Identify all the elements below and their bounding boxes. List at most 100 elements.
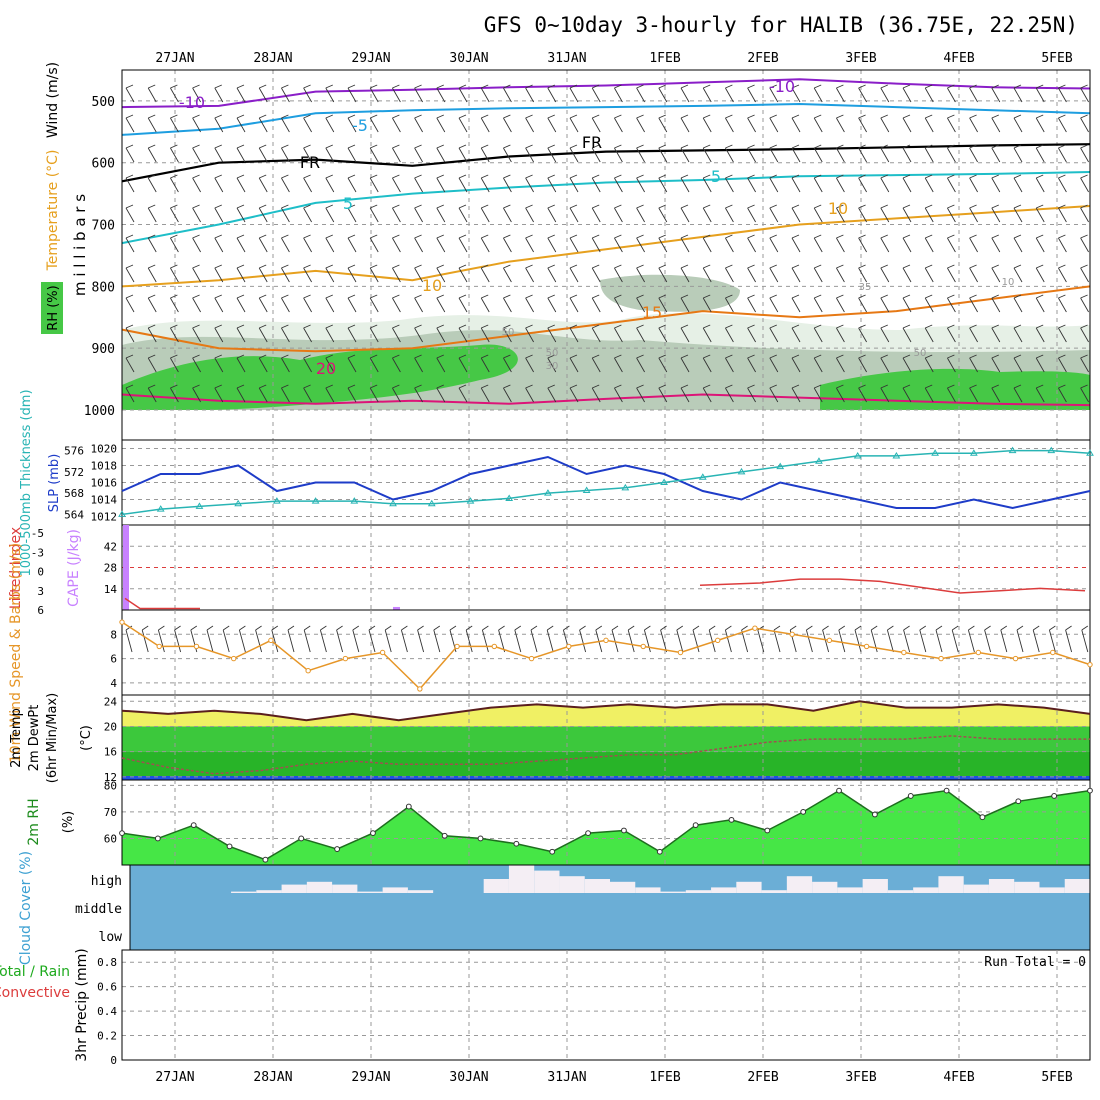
wind-barb	[991, 384, 1001, 403]
wind-barb	[951, 625, 959, 653]
thickness-marker	[118, 510, 126, 517]
thickness-marker	[195, 502, 204, 509]
wind-barb	[702, 204, 712, 223]
wind-barb	[547, 174, 557, 193]
slp-tick: 1012	[91, 511, 118, 524]
slp-thickness-panel: 1012 1014 1016 1018 1020 564 568 572 576 1000-500…	[19, 389, 1094, 577]
li-line	[699, 578, 1086, 594]
wind-barb	[392, 204, 401, 223]
wind-barb	[236, 384, 246, 403]
contour-label: -5	[352, 116, 368, 135]
high-cloud-bar	[281, 884, 307, 893]
rh2m-point	[836, 787, 842, 794]
cloud-level-label: middle	[75, 902, 122, 917]
wind-barb	[503, 354, 512, 373]
rh-tick: 70	[104, 806, 117, 819]
wind-barb	[680, 174, 690, 193]
wind-barb	[222, 625, 230, 653]
wind-barb	[836, 324, 845, 343]
wind-barb	[614, 384, 623, 403]
wind-barb	[1013, 144, 1023, 163]
wind-barb	[125, 324, 135, 343]
wind-barb	[614, 144, 623, 163]
rh2m-point	[621, 827, 627, 834]
wind-barb	[791, 354, 801, 373]
ylabel: m i l l i b a r s	[71, 194, 89, 296]
wind-barb	[725, 174, 734, 193]
wind-barb	[725, 114, 734, 133]
wind-barb	[325, 84, 335, 103]
wind-barb	[414, 264, 423, 283]
wind-barb	[192, 234, 201, 253]
high-cloud-bar	[559, 876, 585, 893]
top-date-label: 2FEB	[747, 51, 778, 66]
wind-barb	[287, 625, 295, 653]
wind-barb	[813, 144, 823, 163]
wind-barb	[611, 625, 619, 653]
wind-barb	[1035, 354, 1045, 373]
high-cloud-bar	[812, 881, 838, 893]
wind-barb	[1080, 324, 1089, 343]
wind-barb	[147, 294, 157, 313]
panel-label: Total / Rain	[0, 964, 70, 980]
panel-label: 2m Temp	[9, 708, 24, 768]
wind-barb	[369, 354, 379, 373]
wind-barb	[903, 625, 911, 653]
thickness-marker	[853, 451, 862, 459]
slp-tick: 1020	[91, 443, 118, 456]
wind-barb	[392, 264, 401, 283]
wind-barb	[924, 234, 934, 253]
wind-barb	[147, 234, 157, 253]
wind-barb	[947, 384, 956, 403]
wind-barb	[1035, 294, 1045, 313]
wind-barb	[325, 144, 335, 163]
wind-speed-point	[938, 655, 944, 662]
wind-barb	[303, 384, 312, 403]
wind-barb	[480, 324, 490, 343]
contour-label: 30	[546, 361, 559, 372]
wind-barb	[947, 144, 956, 163]
wind-barb	[725, 294, 734, 313]
wind-barb	[525, 324, 534, 343]
contour-label: -10	[179, 93, 205, 112]
wind-barb	[325, 114, 335, 133]
wind-barb	[569, 294, 579, 313]
wind-speed-point	[714, 637, 721, 644]
wind-speed-line	[121, 621, 1091, 690]
wind-barb	[991, 144, 1001, 163]
high-cloud-bar	[1039, 887, 1065, 893]
wind-barb	[854, 625, 862, 653]
wind-barb	[147, 144, 157, 163]
wind-barb	[636, 234, 645, 253]
wind-barb	[458, 114, 468, 133]
wind-barb	[547, 324, 557, 343]
wind-barb	[236, 324, 246, 343]
wind-speed-point	[156, 643, 162, 650]
wind-speed-point	[491, 643, 498, 650]
wind-barb	[836, 144, 845, 163]
thickness-marker	[350, 497, 359, 504]
wind-barb	[680, 294, 690, 313]
wind-barb	[258, 204, 268, 223]
wind-barb	[969, 384, 978, 403]
wind-barb	[1035, 384, 1045, 403]
rh2m-point	[441, 832, 448, 839]
wind-barb	[614, 84, 623, 103]
wind-barb	[414, 354, 423, 373]
stability-panel: -5 -3 0 3 6 14 28 42 Lifted Index CAPE (J/kg)	[8, 524, 1091, 617]
bottom-date-label: 2FEB	[747, 1070, 778, 1085]
wind-barb	[1080, 114, 1089, 133]
rh2m-point	[656, 848, 663, 855]
wind-barb	[369, 204, 379, 223]
wind-barb	[658, 264, 668, 283]
wind-barb	[303, 114, 312, 133]
wind-barb	[214, 204, 224, 223]
panel-label: SLP (mb)	[47, 454, 62, 513]
wind-barb	[236, 204, 246, 223]
wind-speed-point	[1050, 649, 1056, 656]
wind-barb	[125, 84, 135, 103]
bottom-date-label: 30JAN	[449, 1070, 488, 1085]
wind-barb	[836, 174, 845, 193]
wind-barb	[902, 324, 912, 343]
wind-barb	[319, 625, 327, 653]
